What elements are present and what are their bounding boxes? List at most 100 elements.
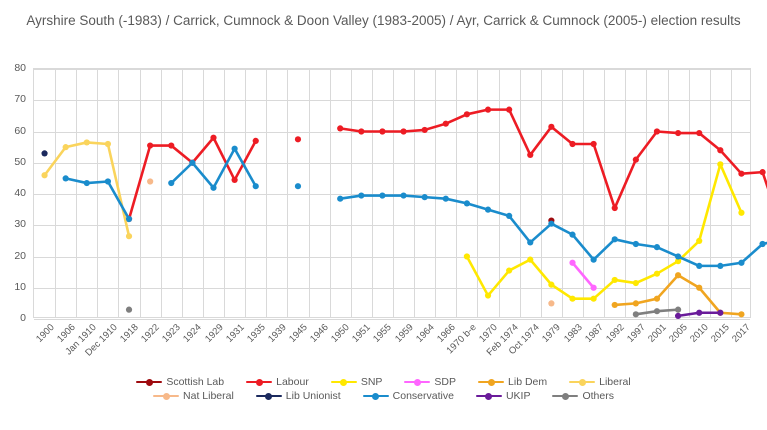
data-point [41,172,48,179]
data-point [653,308,661,315]
gridline-horizontal [34,319,750,320]
legend-item-ukip[interactable]: UKIP [475,390,530,402]
legend-label: Lib Unionist [285,390,341,402]
data-point [210,134,217,141]
legend-item-nat-liberal[interactable]: Nat Liberal [153,390,234,402]
legend-item-liberal[interactable]: Liberal [569,376,631,388]
series-liberal [41,139,133,240]
gridline-vertical [561,69,563,317]
data-point [210,184,217,191]
data-point [590,284,597,291]
gridline-vertical [456,69,458,317]
legend-item-scottish-lab[interactable]: Scottish Lab [136,376,224,388]
data-point [379,192,386,199]
gridline-horizontal [34,69,750,70]
gridline-vertical [202,69,204,317]
data-point [400,192,407,199]
data-point [442,195,449,202]
gridline-vertical [477,69,479,317]
data-point [506,212,513,219]
data-point [590,256,597,263]
gridline-vertical [540,69,542,317]
data-point [759,240,766,248]
gridline-horizontal [34,287,750,289]
data-point [231,145,238,152]
data-point [569,259,576,266]
data-point [527,239,534,246]
series-nat-liberal [147,178,555,307]
data-point [463,253,471,260]
data-point [189,159,196,166]
data-point [548,220,555,227]
legend-swatch-icon [478,377,505,388]
data-point [696,284,703,291]
data-point [294,136,302,143]
gridline-horizontal [34,162,750,164]
gridline-vertical [646,69,648,317]
data-point [717,309,724,316]
y-axis-tick-label: 0 [20,312,26,324]
data-point [337,125,344,132]
legend-item-lib-dem[interactable]: Lib Dem [478,376,547,388]
data-point [569,231,576,238]
series-others [125,306,682,318]
y-axis-tick-label: 30 [14,218,26,231]
data-point [83,139,90,146]
gridline-vertical [519,69,521,317]
data-point [759,169,766,176]
gridline-vertical [730,69,732,317]
data-point [696,262,703,269]
data-point [231,176,238,184]
legend-item-conservative[interactable]: Conservative [362,390,454,402]
data-point [717,161,724,168]
data-point [379,128,386,135]
data-point [125,215,133,223]
data-point [125,306,133,313]
gridline-horizontal [34,100,750,102]
legend-swatch-icon [153,391,180,402]
legend-label: SDP [434,376,457,388]
data-point [590,140,597,148]
legend-swatch-icon [362,391,389,402]
y-axis-tick-label: 80 [14,62,26,74]
data-point [527,256,534,263]
gridline-vertical [308,69,310,317]
data-point [400,128,407,135]
legend-swatch-icon [552,391,579,402]
data-point [632,156,639,163]
data-point [463,111,471,118]
data-point [738,209,745,216]
series-line [64,177,131,221]
gridline-vertical [287,69,289,317]
data-point [653,244,661,251]
gridline-vertical [97,69,99,317]
gridline-vertical [55,69,57,317]
series-labour [125,106,767,223]
data-point [674,312,682,319]
gridline-horizontal [34,225,750,227]
data-point [548,281,555,288]
series-line [338,194,767,268]
gridline-vertical [245,69,247,317]
gridline-vertical [350,69,352,317]
legend-item-labour[interactable]: Labour [246,376,309,388]
data-point [125,233,133,240]
legend-item-snp[interactable]: SNP [330,376,382,388]
data-point [168,142,175,149]
gridline-vertical [224,69,226,317]
data-point [421,126,428,134]
data-point [611,301,618,309]
legend-label: Lib Dem [508,376,548,388]
legend-item-sdp[interactable]: SDP [404,376,456,388]
legend-item-others[interactable]: Others [552,390,614,402]
legend-swatch-icon [255,391,282,402]
data-point [62,144,69,151]
data-point [738,170,745,177]
legend-row-1: Scottish Lab Labour SNP SDP Lib Dem Liberal [0,376,767,388]
legend-item-lib-unionist[interactable]: Lib Unionist [255,390,341,402]
data-point [147,178,154,185]
series-sdp [569,259,597,291]
gridline-vertical [583,69,585,317]
data-point [484,292,492,299]
